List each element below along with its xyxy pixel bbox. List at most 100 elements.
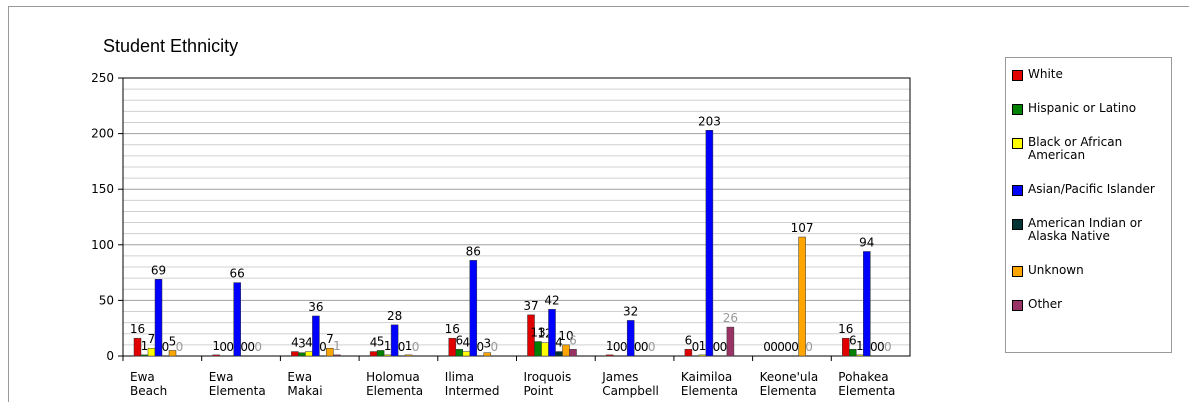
value-label: 16	[130, 322, 145, 336]
bar	[469, 260, 478, 357]
bar	[726, 326, 735, 357]
legend-label: Hispanic or Latino	[1028, 101, 1137, 115]
bar	[541, 342, 549, 357]
value-label: 86	[466, 244, 481, 258]
value-label: 16	[838, 322, 853, 336]
legend-label: Black or African American	[1028, 135, 1123, 162]
value-label: 94	[859, 235, 874, 249]
bar	[140, 354, 149, 357]
bar	[527, 314, 535, 357]
value-label: 1	[212, 339, 220, 353]
value-label: 66	[230, 267, 245, 281]
value-label: 4	[555, 336, 563, 350]
x-tick-label: Ewa Makai	[287, 370, 322, 398]
bar	[605, 354, 614, 357]
value-label: 0	[162, 340, 170, 354]
bar	[455, 349, 464, 357]
bar	[333, 354, 341, 357]
legend-swatch	[1012, 138, 1023, 149]
value-label: 0	[641, 340, 649, 354]
legend-swatch	[1012, 266, 1023, 277]
bar	[291, 351, 299, 357]
bar	[798, 236, 806, 357]
bar	[298, 352, 306, 357]
legend-item: Other	[1012, 298, 1165, 311]
legend-label: American Indian or Alaska Native	[1028, 216, 1143, 243]
bar	[483, 352, 492, 357]
x-tick-label: Pohakea Elementa	[838, 370, 895, 398]
frame	[8, 6, 1189, 402]
value-label: 0	[784, 340, 792, 354]
value-label: 0	[398, 340, 406, 354]
value-label: 0	[777, 340, 785, 354]
x-tick-label: Iroquois Point	[524, 370, 572, 398]
value-label: 32	[623, 304, 638, 318]
legend-item: Unknown	[1012, 264, 1165, 277]
value-label: 1	[606, 339, 614, 353]
bar	[147, 347, 156, 357]
y-tick-label: 0	[106, 349, 114, 363]
legend-swatch	[1012, 104, 1023, 115]
y-tick-label: 100	[91, 238, 114, 252]
value-label: 7	[326, 332, 334, 346]
y-tick-label: 50	[99, 293, 114, 307]
bar	[863, 251, 871, 357]
legend-swatch	[1012, 219, 1023, 230]
value-label: 10	[558, 329, 573, 343]
legend-label: Unknown	[1028, 263, 1084, 277]
value-label: 203	[698, 114, 721, 128]
value-label: 0	[805, 340, 813, 354]
value-label: 0	[412, 340, 420, 354]
value-label: 1	[856, 339, 864, 353]
value-label: 0	[720, 340, 728, 354]
bar	[698, 354, 707, 357]
legend: White Hispanic or Latino Black or African …	[1005, 57, 1172, 353]
value-label: 1	[405, 339, 413, 353]
bar	[212, 354, 220, 357]
bar	[376, 350, 385, 357]
x-tick-label: Ewa Elementa	[209, 370, 266, 398]
value-label: 0	[648, 340, 656, 354]
bar	[383, 354, 392, 357]
value-label: 4	[305, 336, 313, 350]
y-tick-label: 250	[91, 71, 114, 85]
bar	[326, 347, 334, 357]
plot-area	[123, 78, 910, 356]
x-tick-label: Ewa Beach	[130, 370, 167, 398]
value-label: 3	[298, 337, 306, 351]
value-label: 3	[483, 337, 491, 351]
value-label: 0	[254, 340, 262, 354]
value-label: 0	[877, 340, 885, 354]
legend-item: Black or African American	[1012, 136, 1165, 162]
value-label: 13	[530, 326, 545, 340]
value-label: 36	[308, 300, 323, 314]
bar	[462, 351, 471, 357]
value-label: 1	[384, 339, 392, 353]
chart-title: Student Ethnicity	[103, 36, 238, 56]
legend-swatch	[1012, 70, 1023, 81]
value-label: 7	[148, 332, 156, 346]
bar	[448, 337, 457, 357]
legend-label: White	[1028, 67, 1063, 81]
value-label: 0	[226, 340, 234, 354]
value-label: 107	[791, 221, 814, 235]
bar	[305, 351, 313, 357]
value-label: 0	[770, 340, 778, 354]
x-tick-label: Keone'ula Elementa	[760, 370, 819, 398]
x-tick-label: Ilima Intermed	[445, 370, 500, 398]
bar	[569, 349, 577, 357]
value-label: 0	[620, 340, 628, 354]
value-label: 0	[476, 340, 484, 354]
value-label: 0	[713, 340, 721, 354]
value-label: 28	[387, 309, 402, 323]
legend-label: Asian/Pacific Islander	[1028, 182, 1155, 196]
value-label: 1	[333, 339, 341, 353]
legend-item: Asian/Pacific Islander	[1012, 183, 1165, 196]
legend-item: Hispanic or Latino	[1012, 102, 1165, 115]
bar	[390, 324, 399, 357]
bar	[856, 354, 864, 357]
value-label: 16	[445, 322, 460, 336]
bar	[233, 282, 241, 357]
